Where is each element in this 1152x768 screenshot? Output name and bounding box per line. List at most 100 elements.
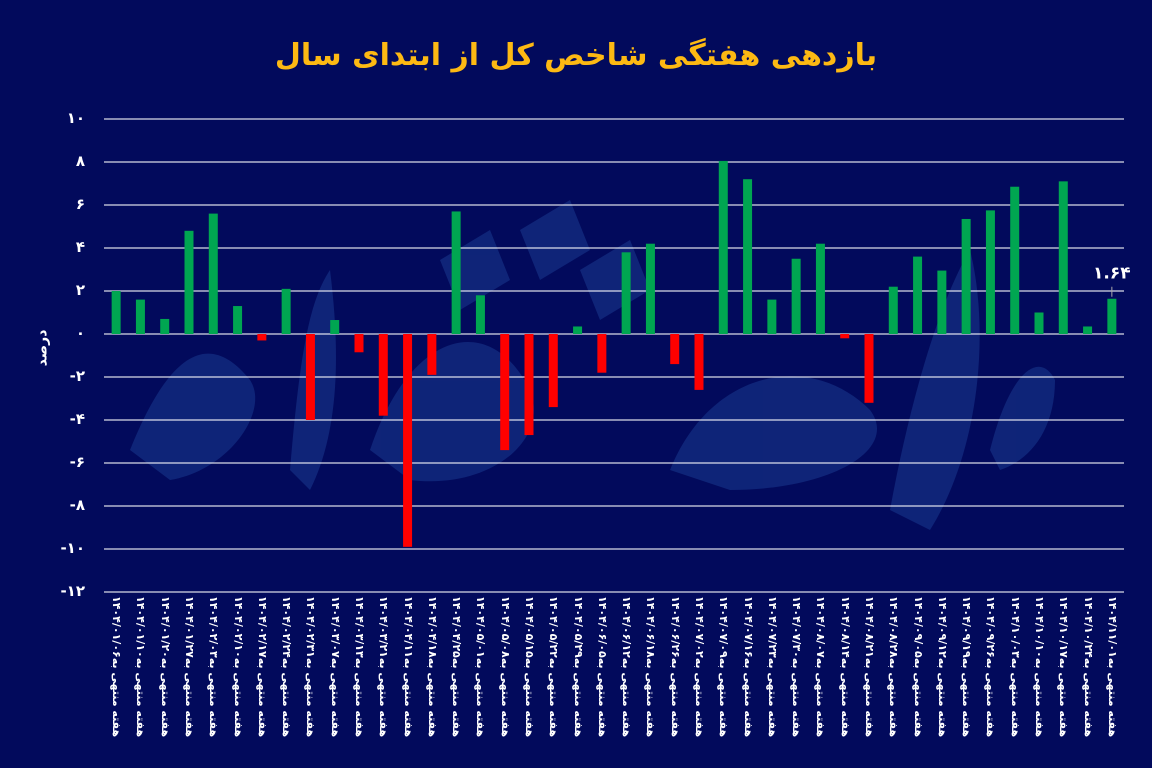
y-tick-label: ۸ <box>75 152 85 170</box>
bar <box>961 218 971 334</box>
bar <box>208 213 218 334</box>
x-tick-label: هفته منتهی به۱۴۰۴/۱۰/۲۴ <box>1081 596 1095 738</box>
bar <box>354 334 364 353</box>
x-tick-label: هفته منتهی به۱۴۰۴/۰۴/۱۱ <box>401 596 415 738</box>
x-tick-label: هفته منتهی به۱۴۰۴/۰۲/۲۴ <box>280 596 294 738</box>
bar <box>743 179 753 334</box>
y-tick-label: ۱۰ <box>66 109 85 127</box>
x-tick-label: هفته منتهی به۱۴۰۴/۰۳/۲۱ <box>377 596 391 738</box>
x-tick-label: هفته منتهی به۱۴۰۴/۰۹/۲۶ <box>984 596 998 738</box>
bar <box>305 334 315 420</box>
bar <box>888 286 898 334</box>
bar <box>573 326 583 334</box>
x-tick-label: هفته منتهی به۱۴۰۴/۰۷/۳۰ <box>790 596 804 738</box>
x-tick-label: هفته منتهی به۱۴۰۴/۰۱/۰۶ <box>110 596 124 738</box>
x-tick-label: هفته منتهی به۱۴۰۴/۰۱/۲۰ <box>158 596 172 738</box>
x-tick-label: هفته منتهی به۱۴۰۴/۰۴/۱۸ <box>425 596 439 738</box>
x-tick-label: هفته منتهی به۱۴۰۴/۰۵/۲۹ <box>571 596 585 738</box>
x-tick-label: هفته منتهی به۱۴۰۴/۰۶/۱۲ <box>620 596 634 738</box>
bar <box>135 299 145 334</box>
y-tick-label: ۲ <box>75 281 85 299</box>
x-tick-label: هفته منتهی به۱۴۰۴/۰۴/۲۵ <box>450 596 464 738</box>
x-tick-label: هفته منتهی به۱۴۰۴/۰۱/۲۷ <box>183 596 196 738</box>
bar <box>233 306 243 334</box>
x-tick-label: هفته منتهی به۱۴۰۴/۰۸/۲۸ <box>887 596 901 738</box>
x-tick-label: هفته منتهی به۱۴۰۴/۱۰/۰۳ <box>1008 596 1022 738</box>
x-tick-label: هفته منتهی به۱۴۰۴/۰۹/۰۵ <box>911 596 925 738</box>
x-tick-label: هفته منتهی به۱۴۰۴/۰۵/۰۱ <box>474 596 488 738</box>
bar <box>330 320 340 334</box>
bar <box>767 299 777 334</box>
value-annotation: ۱.۶۴ <box>1093 264 1131 284</box>
x-tick-label: هفته منتهی به۱۴۰۴/۱۰/۱۷ <box>1057 596 1071 738</box>
x-tick-label: هفته منتهی به۱۴۰۴/۰۵/۲۲ <box>547 596 561 738</box>
x-tick-label: هفته منتهی به۱۴۰۴/۰۳/۱۳ <box>353 596 366 738</box>
bar <box>111 291 121 334</box>
bar <box>548 334 558 408</box>
bar <box>1010 186 1020 334</box>
bar <box>500 334 510 451</box>
bar <box>694 334 704 390</box>
bar <box>621 252 631 334</box>
x-tick-label: هفته منتهی به۱۴۰۴/۰۹/۱۹ <box>960 596 974 738</box>
bar <box>645 243 655 334</box>
bar <box>597 334 607 373</box>
x-tick-label: هفته منتهی به۱۴۰۴/۰۶/۰۵ <box>595 596 609 738</box>
bar <box>718 160 728 334</box>
x-tick-label: هفته منتهی به۱۴۰۴/۱۰/۱۰ <box>1033 596 1046 738</box>
y-axis-title: درصد <box>34 329 51 367</box>
x-tick-label: هفته منتهی به۱۴۰۴/۱۱/۰۱ <box>1105 596 1119 738</box>
bar <box>913 256 923 334</box>
bar <box>1083 326 1093 334</box>
x-tick-label: هفته منتهی به۱۴۰۴/۰۷/۲۳ <box>765 596 779 738</box>
bar <box>791 258 801 334</box>
bar <box>1058 181 1068 334</box>
x-tick-label: هفته منتهی به۱۴۰۴/۰۱/۱۰ <box>134 596 148 738</box>
y-tick-label: ۰ <box>75 324 85 342</box>
bar <box>670 334 680 365</box>
y-tick-label: -۸ <box>69 496 85 514</box>
bar <box>160 318 170 334</box>
bar <box>475 295 485 334</box>
x-tick-label: هفته منتهی به۱۴۰۴/۰۲/۰۳ <box>207 596 221 738</box>
x-tick-label: هفته منتهی به۱۴۰۴/۰۶/۱۸ <box>644 596 658 738</box>
x-tick-label: هفته منتهی به۱۴۰۴/۰۳/۰۷ <box>328 596 342 738</box>
bar <box>427 334 437 375</box>
bar <box>985 210 995 334</box>
bar <box>1107 298 1117 334</box>
y-tick-label: -۲ <box>69 367 85 385</box>
bar <box>451 211 461 334</box>
x-tick-label: هفته منتهی به۱۴۰۴/۰۷/۱۶ <box>741 596 755 738</box>
x-tick-label: هفته منتهی به۱۴۰۴/۰۷/۰۲ <box>693 596 706 738</box>
bar <box>937 270 947 334</box>
bar <box>403 334 413 547</box>
x-tick-label: هفته منتهی به۱۴۰۴/۰۹/۱۲ <box>935 596 949 738</box>
x-tick-label: هفته منتهی به۱۴۰۴/۰۲/۳۱ <box>304 596 318 738</box>
x-tick-label: هفته منتهی به۱۴۰۴/۰۵/۱۵ <box>523 596 536 738</box>
bar <box>864 334 874 403</box>
x-tick-label: هفته منتهی به۱۴۰۴/۰۸/۰۷ <box>814 596 828 738</box>
bar <box>1034 312 1044 334</box>
x-tick-label: هفته منتهی به۱۴۰۴/۰۶/۲۶ <box>668 596 682 738</box>
watermark-logo <box>130 200 1055 530</box>
bar <box>815 243 825 334</box>
x-tick-label: هفته منتهی به۱۴۰۴/۰۸/۱۴ <box>838 596 852 738</box>
y-tick-label: -۴ <box>69 410 85 428</box>
x-tick-label: هفته منتهی به۱۴۰۴/۰۲/۱۷ <box>255 596 269 738</box>
y-tick-label: -۶ <box>69 453 85 471</box>
x-tick-label: هفته منتهی به۱۴۰۴/۰۷/۰۹ <box>717 596 731 738</box>
x-tick-label: هفته منتهی به۱۴۰۴/۰۲/۱۰ <box>231 596 245 738</box>
bar <box>524 334 534 436</box>
y-tick-label: ۴ <box>75 238 85 256</box>
bar <box>281 288 291 334</box>
y-tick-label: -۱۰ <box>60 539 85 557</box>
chart-title: بازدهی هفتگی شاخص کل از ابتدای سال <box>274 38 878 73</box>
bar <box>840 334 850 339</box>
bar <box>378 334 388 416</box>
bar <box>184 230 194 334</box>
bar <box>257 334 267 341</box>
x-tick-label: هفته منتهی به۱۴۰۴/۰۵/۰۸ <box>498 596 512 738</box>
y-tick-label: ۶ <box>75 195 85 213</box>
y-tick-label: -۱۲ <box>60 582 85 600</box>
